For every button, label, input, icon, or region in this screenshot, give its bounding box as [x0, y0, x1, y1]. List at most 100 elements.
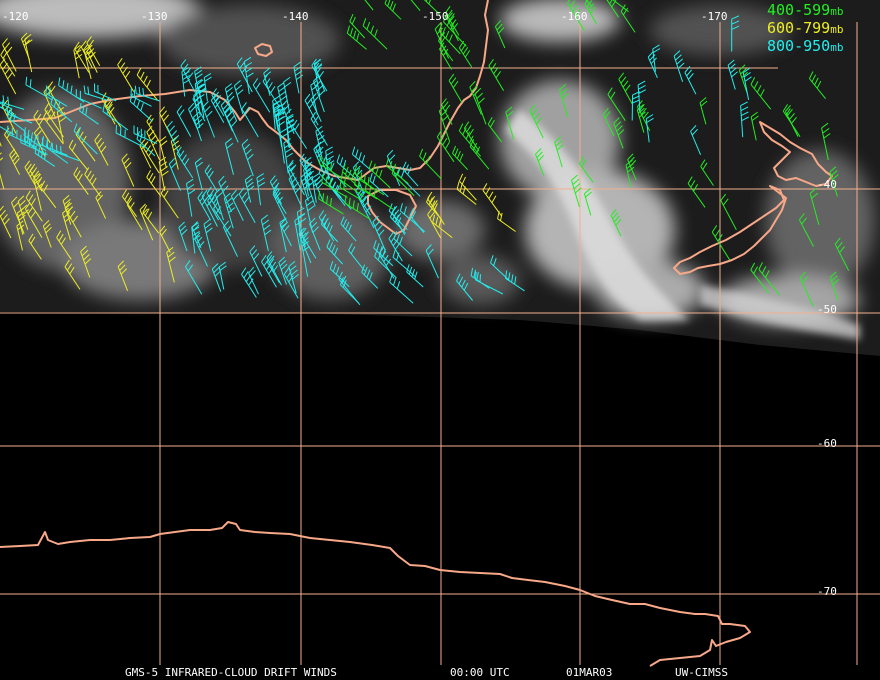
wind-barb [64, 201, 82, 238]
wind-barb [86, 44, 98, 73]
wind-barb [25, 76, 53, 101]
wind-barb [373, 240, 394, 267]
wind-barb [292, 119, 308, 149]
footer-product: GMS-5 INFRARED-CLOUD DRIFT WINDS [125, 666, 337, 679]
wind-barb [188, 102, 199, 131]
wind-barb [281, 99, 295, 134]
wind-barb [134, 85, 160, 102]
wind-barb [266, 251, 282, 286]
wind-barb [610, 208, 622, 237]
wind-barb [311, 173, 321, 203]
wind-barb [406, 264, 424, 288]
wind-barb [301, 227, 317, 259]
wind-barb [241, 267, 257, 298]
wind-barb [269, 175, 282, 205]
wind-barb [567, 0, 585, 31]
wind-barb [315, 126, 326, 160]
wind-barb [319, 156, 343, 179]
wind-barb [326, 239, 344, 265]
wind-barb [355, 184, 371, 216]
wind-barb [64, 259, 81, 290]
wind-barb [194, 78, 205, 116]
wind-barb [17, 195, 29, 230]
wind-barb [427, 207, 442, 239]
wind-barb [385, 158, 409, 185]
wind-barb [263, 67, 272, 97]
wind-barb [94, 83, 117, 102]
wind-barb [296, 207, 306, 246]
wind-barb [690, 125, 702, 155]
wind-barb [170, 136, 181, 170]
lat-label: -50 [817, 303, 837, 316]
wind-barb [490, 255, 511, 282]
wind-barb [278, 256, 288, 285]
wind-barb [288, 159, 305, 196]
wind-barb [42, 220, 52, 248]
legend-item-600-799: 600-799mb [767, 19, 843, 37]
wind-barb [142, 205, 160, 234]
wind-barb [256, 173, 266, 206]
wind-barb [202, 101, 215, 138]
lon-label: -120 [2, 10, 29, 23]
wind-barb [636, 104, 646, 133]
wind-barb [33, 109, 51, 144]
wind-barbs [0, 0, 850, 307]
lon-label: -150 [422, 10, 449, 23]
wind-barb [272, 185, 287, 214]
wind-barb [75, 127, 96, 162]
wind-barb [458, 40, 473, 68]
wind-barb [261, 255, 277, 288]
wind-barb [243, 56, 254, 95]
wind-barb [456, 273, 473, 301]
wind-barb [159, 225, 171, 253]
wind-barb [37, 135, 68, 156]
wind-barb [280, 218, 292, 247]
longitude-labels: -120 -130 -140 -150 -160 -170 [2, 10, 728, 23]
wind-barb [277, 82, 288, 115]
wind-barb [323, 154, 347, 188]
wind-barb [201, 189, 218, 227]
wind-barb [146, 125, 160, 161]
wind-barb [0, 58, 17, 95]
wind-barb [238, 187, 256, 224]
wind-barb [340, 216, 357, 242]
wind-barb [535, 148, 545, 176]
wind-barb [443, 14, 467, 47]
wind-barb [168, 157, 181, 191]
wind-barb [266, 255, 281, 284]
wind-barb [487, 117, 502, 143]
wind-barb [742, 67, 752, 100]
wind-barb [126, 198, 143, 231]
wind-barb [645, 114, 654, 143]
wind-barb [631, 91, 641, 121]
wind-barb [808, 71, 826, 100]
wind-barb [7, 125, 37, 148]
wind-barb [160, 186, 179, 219]
nz-south-island [673, 185, 787, 275]
wind-barb [458, 123, 481, 157]
wind-barb [432, 214, 453, 238]
wind-barb [277, 102, 287, 134]
lat-label: -60 [817, 437, 837, 450]
wind-barb [309, 217, 321, 251]
antarctica-coast [0, 521, 751, 667]
wind-barb [121, 153, 135, 187]
wind-barb [368, 160, 391, 189]
wind-barb [283, 138, 293, 174]
wind-barb [445, 6, 460, 36]
wind-barb [798, 213, 814, 247]
wind-barb [571, 174, 582, 208]
wind-barb [834, 237, 850, 271]
wind-barb [288, 172, 303, 209]
wind-barb [11, 196, 25, 234]
wind-barb [249, 245, 263, 277]
wind-barb [24, 202, 43, 238]
wind-barb [220, 99, 233, 132]
wind-barb [223, 192, 236, 229]
wind-barb [62, 207, 72, 241]
wind-barb [731, 15, 740, 52]
wind-barb [194, 232, 208, 267]
wind-barb [419, 148, 442, 180]
wind-barb [360, 172, 385, 196]
